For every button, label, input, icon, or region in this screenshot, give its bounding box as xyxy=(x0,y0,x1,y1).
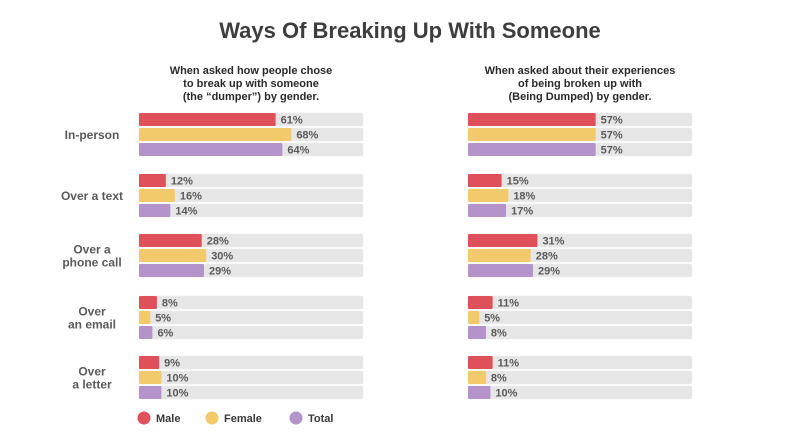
bar-female xyxy=(468,249,531,262)
bar-total xyxy=(139,204,171,217)
bar-total xyxy=(139,386,162,399)
value-label: 18% xyxy=(513,191,535,203)
bar-track xyxy=(467,310,693,325)
bar-male xyxy=(468,113,596,126)
bar-female xyxy=(139,189,175,202)
category-label: Over a xyxy=(73,243,111,257)
value-label: 16% xyxy=(180,191,202,203)
value-label: 57% xyxy=(601,115,623,127)
category-label: phone call xyxy=(62,256,121,270)
value-label: 57% xyxy=(601,145,623,157)
bar-female xyxy=(468,128,596,141)
panel-title-line: When asked about their experiences xyxy=(485,65,676,77)
bar-male xyxy=(468,234,538,247)
category-label: Over a text xyxy=(61,189,123,203)
bar-male xyxy=(139,113,276,126)
value-label: 11% xyxy=(498,298,520,310)
bar-total xyxy=(139,143,283,156)
value-label: 64% xyxy=(287,145,309,157)
category-label: In-person xyxy=(65,128,120,142)
bar-total xyxy=(139,264,204,277)
value-label: 10% xyxy=(495,388,517,400)
bar-female xyxy=(139,128,292,141)
bar-female xyxy=(468,371,486,384)
bar-track xyxy=(138,310,364,325)
value-label: 12% xyxy=(171,176,193,188)
value-label: 61% xyxy=(281,115,303,127)
bar-female xyxy=(139,311,151,324)
bar-male xyxy=(468,296,493,309)
legend-swatch-male xyxy=(137,411,151,425)
bar-total xyxy=(139,326,153,339)
value-label: 9% xyxy=(164,358,180,370)
value-label: 14% xyxy=(175,206,197,218)
panel-title-line: of being broken up with xyxy=(518,78,642,90)
bar-female xyxy=(468,311,480,324)
bar-total xyxy=(468,264,533,277)
bar-track xyxy=(138,203,364,218)
bar-male xyxy=(468,356,493,369)
bar-male xyxy=(139,296,157,309)
value-label: 31% xyxy=(542,236,564,248)
bar-total xyxy=(468,386,491,399)
value-label: 5% xyxy=(484,313,500,325)
legend-swatch-female xyxy=(205,411,219,425)
legend: Male Female Total xyxy=(137,411,333,425)
chart-title: Ways Of Breaking Up With Someone xyxy=(219,18,601,43)
panel-title-line: (the “dumper”) by gender. xyxy=(183,91,319,103)
bar-female xyxy=(139,249,207,262)
bar-total xyxy=(468,204,507,217)
legend-swatch-total xyxy=(289,411,303,425)
legend-label: Male xyxy=(156,413,180,425)
category-label: Over xyxy=(78,365,106,379)
value-label: 15% xyxy=(507,176,529,188)
value-label: 6% xyxy=(157,328,173,340)
category-label: an email xyxy=(68,318,116,332)
value-label: 10% xyxy=(166,388,188,400)
category-label: Over xyxy=(78,305,106,319)
legend-label: Female xyxy=(224,413,262,425)
bar-male xyxy=(139,234,202,247)
value-label: 68% xyxy=(296,130,318,142)
category-label: a letter xyxy=(72,378,112,392)
panel-title-line: to break up with someone xyxy=(183,78,319,90)
bar-female xyxy=(468,189,509,202)
value-label: 8% xyxy=(491,373,507,385)
value-label: 10% xyxy=(166,373,188,385)
value-label: 57% xyxy=(601,130,623,142)
value-label: 8% xyxy=(162,298,178,310)
value-label: 8% xyxy=(491,328,507,340)
panel-title-line: When asked how people chose xyxy=(170,65,333,77)
panel-title-line: (Being Dumped) by gender. xyxy=(508,91,651,103)
bar-female xyxy=(139,371,162,384)
bar-total xyxy=(468,326,486,339)
bar-male xyxy=(468,174,502,187)
bar-male xyxy=(139,356,160,369)
legend-label: Total xyxy=(308,413,333,425)
value-label: 29% xyxy=(538,266,560,278)
value-label: 30% xyxy=(211,251,233,263)
value-label: 17% xyxy=(511,206,533,218)
value-label: 28% xyxy=(536,251,558,263)
value-label: 11% xyxy=(498,358,520,370)
value-label: 5% xyxy=(155,313,171,325)
bar-male xyxy=(139,174,166,187)
value-label: 28% xyxy=(207,236,229,248)
value-label: 29% xyxy=(209,266,231,278)
bar-total xyxy=(468,143,596,156)
